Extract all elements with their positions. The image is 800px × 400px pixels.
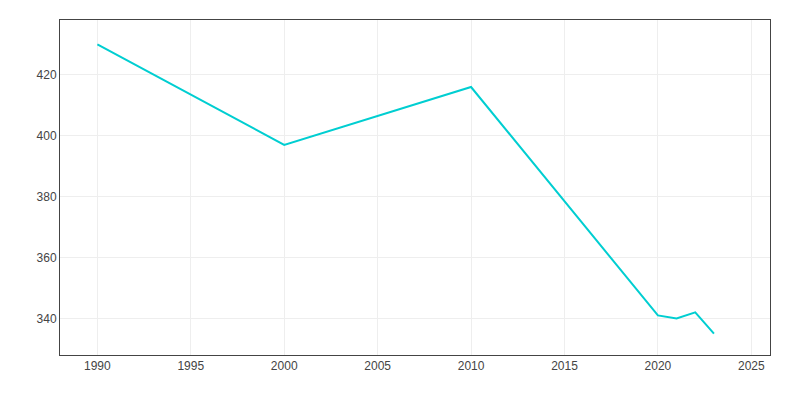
svg-text:2015: 2015 <box>551 359 578 373</box>
svg-text:2020: 2020 <box>645 359 672 373</box>
svg-text:2000: 2000 <box>271 359 298 373</box>
svg-text:420: 420 <box>37 68 57 82</box>
svg-text:360: 360 <box>37 251 57 265</box>
svg-text:2005: 2005 <box>364 359 391 373</box>
svg-text:2025: 2025 <box>738 359 765 373</box>
svg-text:340: 340 <box>37 312 57 326</box>
svg-text:400: 400 <box>37 129 57 143</box>
svg-text:1995: 1995 <box>177 359 204 373</box>
svg-text:2010: 2010 <box>458 359 485 373</box>
svg-text:380: 380 <box>37 190 57 204</box>
svg-text:1990: 1990 <box>84 359 111 373</box>
